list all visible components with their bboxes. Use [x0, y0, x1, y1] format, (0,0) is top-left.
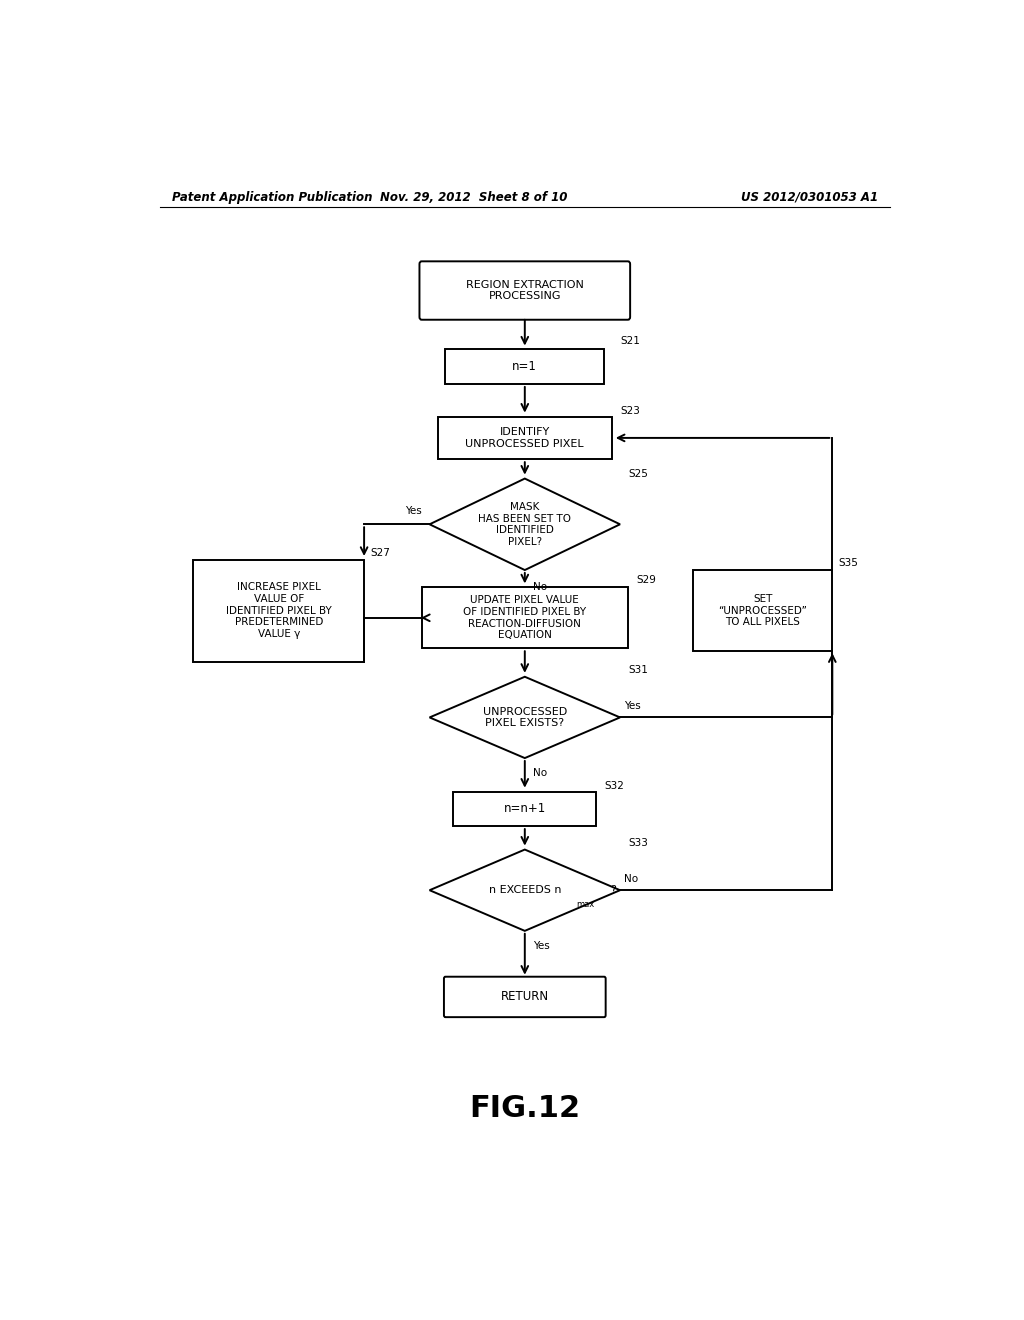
Text: REGION EXTRACTION
PROCESSING: REGION EXTRACTION PROCESSING	[466, 280, 584, 301]
Text: INCREASE PIXEL
VALUE OF
IDENTIFIED PIXEL BY
PREDETERMINED
VALUE γ: INCREASE PIXEL VALUE OF IDENTIFIED PIXEL…	[226, 582, 332, 639]
Text: Nov. 29, 2012  Sheet 8 of 10: Nov. 29, 2012 Sheet 8 of 10	[380, 190, 567, 203]
Text: Patent Application Publication: Patent Application Publication	[172, 190, 372, 203]
Text: FIG.12: FIG.12	[469, 1094, 581, 1123]
Text: S33: S33	[628, 837, 648, 847]
Bar	[445, 350, 604, 384]
Text: S27: S27	[370, 548, 390, 558]
Text: n EXCEEDS n: n EXCEEDS n	[488, 886, 561, 895]
Bar	[194, 560, 365, 661]
Text: No: No	[532, 582, 547, 593]
Text: Yes: Yes	[624, 701, 641, 711]
Text: RETURN: RETURN	[501, 990, 549, 1003]
Bar	[437, 417, 612, 459]
Text: Yes: Yes	[404, 506, 422, 516]
Text: IDENTIFY
UNPROCESSED PIXEL: IDENTIFY UNPROCESSED PIXEL	[466, 428, 584, 449]
Text: S21: S21	[620, 337, 640, 346]
Text: S29: S29	[636, 576, 655, 585]
Text: S25: S25	[628, 469, 648, 479]
Text: S32: S32	[604, 780, 624, 791]
Text: S23: S23	[620, 405, 640, 416]
Text: max: max	[577, 900, 595, 909]
Polygon shape	[430, 850, 620, 931]
Text: US 2012/0301053 A1: US 2012/0301053 A1	[740, 190, 878, 203]
Text: n=1: n=1	[512, 360, 538, 374]
Text: SET
“UNPROCESSED”
TO ALL PIXELS: SET “UNPROCESSED” TO ALL PIXELS	[719, 594, 807, 627]
Text: No: No	[624, 874, 638, 884]
Polygon shape	[430, 677, 620, 758]
Text: UPDATE PIXEL VALUE
OF IDENTIFIED PIXEL BY
REACTION-DIFFUSION
EQUATION: UPDATE PIXEL VALUE OF IDENTIFIED PIXEL B…	[463, 595, 587, 640]
Bar	[422, 587, 628, 648]
Bar	[454, 792, 596, 826]
Text: UNPROCESSED
PIXEL EXISTS?: UNPROCESSED PIXEL EXISTS?	[482, 706, 567, 729]
Text: ?: ?	[610, 886, 616, 895]
Bar	[693, 570, 833, 651]
FancyBboxPatch shape	[444, 977, 605, 1018]
Text: MASK
HAS BEEN SET TO
IDENTIFIED
PIXEL?: MASK HAS BEEN SET TO IDENTIFIED PIXEL?	[478, 502, 571, 546]
Text: n=n+1: n=n+1	[504, 803, 546, 816]
Text: No: No	[532, 768, 547, 779]
Text: Yes: Yes	[532, 941, 550, 950]
Text: S31: S31	[628, 665, 648, 675]
Polygon shape	[430, 479, 620, 570]
FancyBboxPatch shape	[420, 261, 630, 319]
Text: S35: S35	[839, 558, 858, 568]
